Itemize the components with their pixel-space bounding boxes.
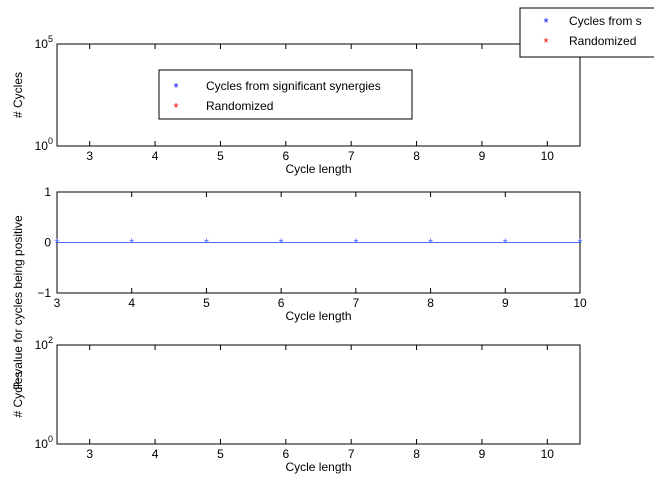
y-tick-exponent: 0 (48, 136, 53, 146)
chart-panel-2: 3 4 5 6 7 8 9 10 Cycle length −1 0 1 P−value for cyc… (11, 185, 587, 390)
legend-marker-star: * (543, 15, 548, 30)
x-tick-label: 10 (541, 149, 555, 163)
data-point-marker: * (129, 236, 134, 251)
x-axis-label: Cycle length (285, 460, 351, 474)
x-tick-label: 4 (152, 149, 159, 163)
x-tick-label: 3 (86, 447, 93, 461)
data-point-marker: * (428, 236, 433, 251)
data-point-marker: * (503, 236, 508, 251)
legend-entry-label: Randomized (569, 34, 636, 48)
x-tick-label: 10 (573, 296, 587, 310)
y-tick-exponent: 5 (48, 34, 53, 44)
data-point-marker: * (279, 236, 284, 251)
y-tick-base: 10 (35, 37, 49, 51)
legend-entry-label: Cycles from significant synergies (206, 79, 381, 93)
y-tick-base: 10 (35, 139, 49, 153)
x-axis-label: Cycle length (285, 309, 351, 323)
legend-marker-star: * (173, 80, 178, 95)
legend-inner: * Cycles from significant synergies * Rando… (158, 69, 413, 120)
legend-outer: * Cycles from s * Randomized (519, 7, 654, 58)
x-tick-label: 10 (541, 447, 555, 461)
y-tick-exponent: 2 (48, 335, 53, 345)
data-point-marker: * (577, 236, 582, 251)
x-tick-label: 4 (152, 447, 159, 461)
data-point-marker: * (353, 236, 358, 251)
x-tick-label: 7 (348, 149, 355, 163)
data-point-marker: * (54, 236, 59, 251)
x-tick-label: 9 (502, 296, 509, 310)
y-axis-label: P−value for cycles being positive (11, 215, 25, 390)
legend-marker-star: * (543, 35, 548, 50)
legend-entry-label: Cycles from s (569, 14, 642, 28)
y-tick-base: 10 (35, 437, 49, 451)
x-tick-label: 8 (413, 447, 420, 461)
y-tick-label: 100 (35, 136, 53, 153)
data-point-marker: * (204, 236, 209, 251)
plot-area-frame (56, 344, 581, 445)
x-tick-label: 5 (203, 296, 210, 310)
x-tick-label: 6 (282, 149, 289, 163)
x-tick-label: 9 (479, 149, 486, 163)
legend-inner-box (158, 69, 413, 120)
y-tick-label: 0 (44, 236, 51, 250)
x-axis-label: Cycle length (285, 162, 351, 176)
x-tick-label: 7 (353, 296, 360, 310)
y-axis-label: # Cycles (11, 371, 25, 417)
legend-entry-label: Randomized (206, 99, 273, 113)
y-tick-base: 10 (35, 338, 49, 352)
y-tick-exponent: 0 (48, 434, 53, 444)
x-tick-label: 5 (217, 149, 224, 163)
x-tick-label: 3 (86, 149, 93, 163)
legend-marker-star: * (173, 100, 178, 115)
y-tick-label: 102 (35, 335, 53, 352)
x-tick-label: 5 (217, 447, 224, 461)
x-tick-label: 4 (128, 296, 135, 310)
y-tick-label: 1 (44, 185, 51, 199)
y-axis-label: # Cycles (11, 72, 25, 118)
x-tick-label: 7 (348, 447, 355, 461)
x-tick-label: 8 (427, 296, 434, 310)
x-tick-label: 9 (479, 447, 486, 461)
x-tick-label: 3 (54, 296, 61, 310)
y-tick-label: 100 (35, 434, 53, 451)
x-tick-label: 8 (413, 149, 420, 163)
x-tick-label: 6 (282, 447, 289, 461)
y-tick-label: 105 (35, 34, 53, 51)
y-tick-label: −1 (37, 286, 51, 300)
x-tick-label: 6 (278, 296, 285, 310)
legend-outer-box (519, 7, 654, 58)
